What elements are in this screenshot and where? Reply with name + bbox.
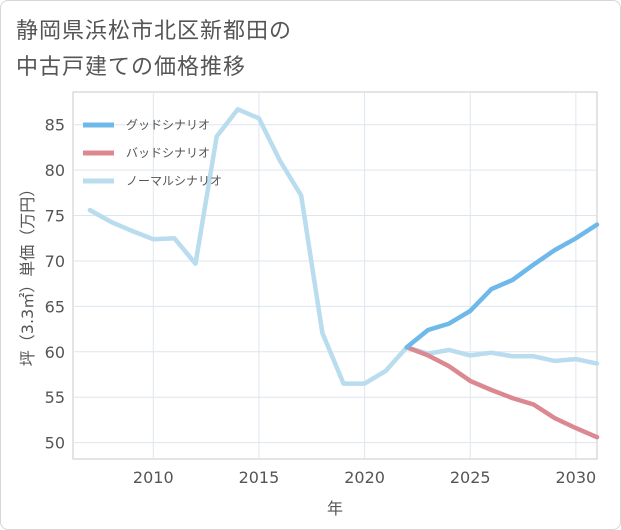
- series-lines: [87, 107, 600, 440]
- x-tick-label: 2015: [239, 468, 280, 487]
- y-tick-label: 85: [45, 116, 65, 135]
- y-tick-label: 50: [45, 434, 65, 453]
- series-line-good: [404, 222, 600, 350]
- chart-title: 静岡県浜松市北区新都田の 中古戸建ての価格推移: [16, 14, 292, 86]
- y-tick-label: 55: [45, 388, 65, 407]
- series-line-bad: [404, 345, 600, 440]
- y-tick-label: 65: [45, 297, 65, 316]
- x-axis-title: 年: [327, 499, 343, 518]
- x-tick-label: 2010: [133, 468, 174, 487]
- legend-label: ノーマルシナリオ: [126, 174, 222, 188]
- y-axis-title: 坪（3.3㎡）単価（万円）: [18, 181, 37, 366]
- title-line-1: 静岡県浜松市北区新都田の: [16, 19, 293, 44]
- y-tick-labels: 50 55 60 65 70 75 80 85: [45, 116, 65, 453]
- x-tick-label: 2020: [344, 468, 385, 487]
- x-tick-labels: 2010 2015 2020 2025 2030: [133, 468, 596, 487]
- x-tick-label: 2030: [556, 468, 597, 487]
- legend-label: バッドシナリオ: [126, 146, 210, 160]
- y-tick-label: 80: [45, 161, 65, 180]
- title-line-2: 中古戸建ての価格推移: [16, 55, 247, 80]
- series-line-normal: [87, 107, 600, 386]
- y-tick-label: 60: [45, 343, 65, 362]
- y-tick-label: 75: [45, 207, 65, 226]
- legend-label: グッドシナリオ: [126, 118, 210, 132]
- y-tick-label: 70: [45, 252, 65, 271]
- x-tick-label: 2025: [450, 468, 491, 487]
